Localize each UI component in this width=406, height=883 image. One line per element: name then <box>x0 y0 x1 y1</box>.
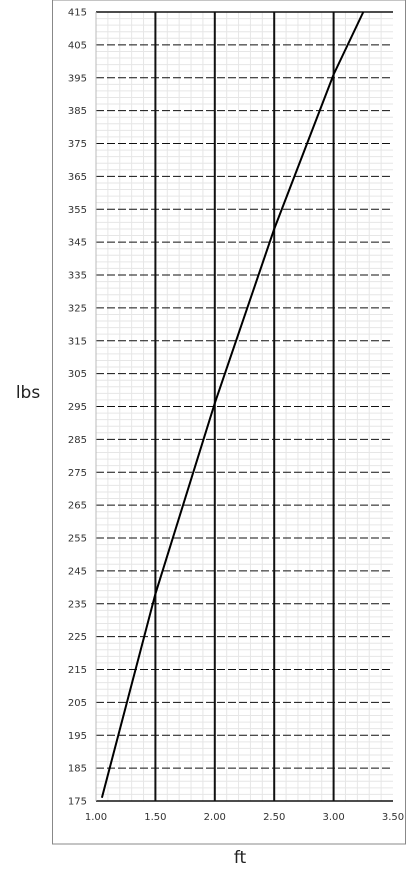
y-tick-labels: 175 185 195 205 215 225 235 245 255 265 275 285 295 3… <box>68 8 87 808</box>
y-axis-title: lbs <box>16 383 41 403</box>
series-line <box>100 11 365 798</box>
y-tick-label: 205 <box>68 698 87 709</box>
plot-border <box>95 11 393 802</box>
y-tick-label: 285 <box>68 435 87 446</box>
y-tick-label: 325 <box>68 303 87 314</box>
outer-frame <box>52 0 406 845</box>
y-tick-label: 355 <box>68 205 87 216</box>
y-tick-label: 185 <box>68 764 87 775</box>
y-tick-label: 375 <box>68 139 87 150</box>
y-tick-label: 295 <box>68 402 87 413</box>
x-tick-label: 2.00 <box>204 812 226 823</box>
y-tick-label: 315 <box>68 336 87 347</box>
x-tick-label: 3.00 <box>322 812 344 823</box>
y-tick-label: 415 <box>68 8 87 19</box>
x-tick-label: 2.50 <box>263 812 285 823</box>
y-tick-label: 255 <box>68 534 87 545</box>
y-tick-label: 405 <box>68 40 87 51</box>
y-tick-label: 335 <box>68 271 87 282</box>
y-tick-label: 385 <box>68 106 87 117</box>
y-tick-label: 365 <box>68 172 87 183</box>
y-tick-label: 345 <box>68 238 87 249</box>
y-tick-label: 265 <box>68 501 87 512</box>
y-tick-label: 175 <box>68 797 87 808</box>
series-layer <box>100 11 365 798</box>
y-tick-label: 215 <box>68 665 87 676</box>
x-tick-label: 1.00 <box>85 812 107 823</box>
x-tick-label: 1.50 <box>144 812 166 823</box>
y-tick-label: 245 <box>68 566 87 577</box>
y-tick-label: 225 <box>68 632 87 643</box>
y-tick-label: 275 <box>68 468 87 479</box>
y-tick-label: 195 <box>68 731 87 742</box>
x-axis-title: ft <box>234 848 247 868</box>
y-tick-label: 235 <box>68 599 87 610</box>
y-tick-label: 395 <box>68 73 87 84</box>
x-tick-labels: 1.00 1.50 2.00 2.50 3.00 3.50 <box>85 812 404 823</box>
x-tick-label: 3.50 <box>382 812 404 823</box>
major-grid <box>96 12 393 801</box>
y-tick-label: 305 <box>68 369 87 380</box>
